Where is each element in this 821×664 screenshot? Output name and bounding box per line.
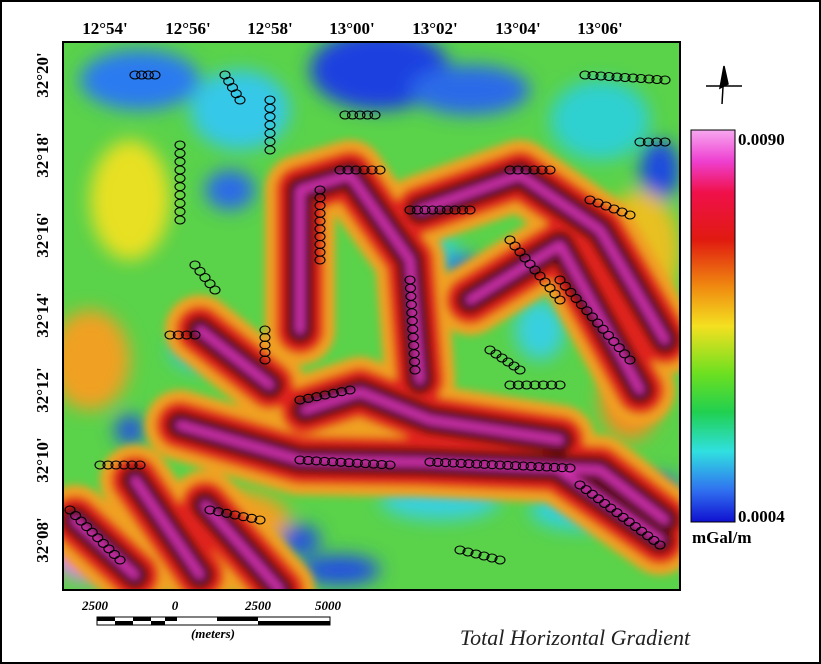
legend-max: 0.0090: [738, 130, 785, 149]
color-bar: [691, 130, 735, 522]
scale-segment: [133, 617, 151, 621]
scale-segment: [97, 617, 115, 621]
scale-label: 0: [172, 598, 179, 613]
anomaly: [80, 50, 200, 110]
longitude-label: 12°54': [82, 19, 128, 38]
longitude-label: 13°04': [495, 19, 541, 38]
gradient-map: [50, 30, 680, 590]
longitude-label: 12°58': [247, 19, 293, 38]
scale-segment: [115, 621, 133, 625]
longitude-label: 13°06': [577, 19, 623, 38]
anomaly: [115, 415, 145, 445]
scale-label: 2500: [81, 598, 109, 613]
scale-label: 5000: [315, 598, 342, 613]
latitude-label: 32°16': [33, 212, 52, 258]
longitude-label: 12°56': [165, 19, 211, 38]
legend-min: 0.0004: [738, 507, 785, 526]
scale-unit: (meters): [191, 626, 235, 641]
latitude-label: 32°10': [33, 437, 52, 483]
legend-unit: mGal/m: [692, 528, 752, 547]
latitude-label: 32°14': [33, 292, 52, 338]
longitude-label: 13°02': [412, 19, 458, 38]
scale-segment: [151, 621, 165, 625]
latitude-label: 32°20': [33, 52, 52, 98]
map-figure: 12°54' 12°56' 12°58' 13°00' 13°02' 13°04' 13°0…: [0, 0, 821, 664]
anomaly: [550, 80, 650, 160]
anomaly: [90, 140, 170, 260]
scale-segment: [165, 617, 177, 621]
scale-label: 2500: [244, 598, 272, 613]
scale-segment: [217, 617, 258, 621]
longitude-label: 13°00': [329, 19, 375, 38]
latitude-label: 32°12': [33, 367, 52, 413]
anomaly: [410, 65, 530, 115]
anomaly: [205, 170, 255, 210]
map-title: Total Horizontal Gradient: [460, 625, 691, 650]
scale-segment: [258, 621, 330, 625]
latitude-label: 32°18': [33, 132, 52, 178]
latitude-label: 32°08': [33, 517, 52, 563]
